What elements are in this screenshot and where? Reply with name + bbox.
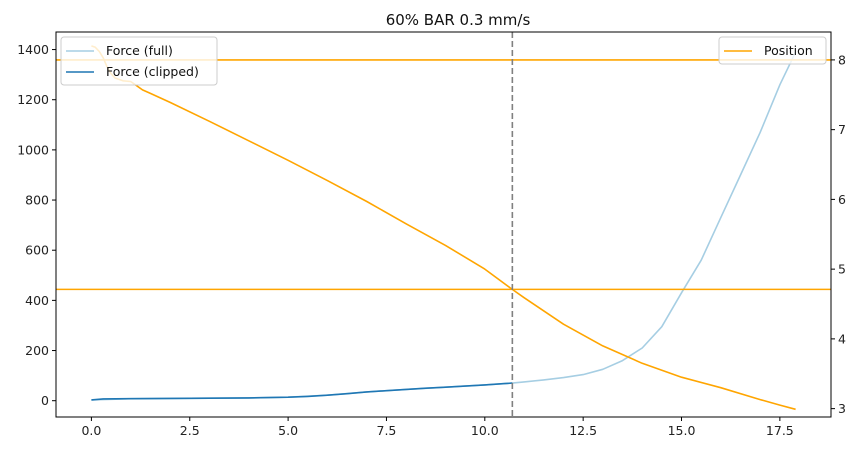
y-tick-label: 1000 (17, 142, 49, 157)
x-tick-label: 7.5 (377, 423, 397, 438)
x-tick-label: 2.5 (180, 423, 200, 438)
x-tick-label: 5.0 (278, 423, 298, 438)
legend-left: Force (full) Force (clipped) (60, 36, 218, 86)
y-tick-label: 800 (25, 193, 49, 208)
series-force-clipped-line (91, 382, 513, 401)
y-tick-label: 1400 (17, 42, 49, 57)
chart-title: 60% BAR 0.3 mm/s (386, 11, 531, 29)
y-tick-label: 0 (41, 393, 49, 408)
y-tick-label: 600 (25, 243, 49, 258)
axes: 0.0 2.5 5.0 7.5 10.0 12.5 15.0 17.5 0 200 400 600 80… (17, 42, 846, 438)
legend-position-label: Position (764, 43, 813, 58)
y2-tick-label: 5 (838, 262, 846, 277)
y2-tick-label: 3 (838, 401, 846, 416)
legend-right: Position (718, 36, 827, 65)
x-tick-label: 12.5 (569, 423, 597, 438)
axes-frame (55, 31, 832, 418)
legend-force-full-label: Force (full) (106, 43, 173, 58)
x-tick-label: 15.0 (668, 423, 696, 438)
legend-force-clipped-label: Force (clipped) (106, 64, 199, 79)
legend-left-box (60, 36, 218, 86)
y2-tick-label: 8 (838, 52, 846, 67)
y2-tick-label: 4 (838, 331, 846, 346)
x-tick-label: 17.5 (766, 423, 794, 438)
legend-right-box (718, 36, 827, 65)
x-tick-label: 10.0 (471, 423, 499, 438)
x-tick-label: 0.0 (81, 423, 101, 438)
y2-tick-label: 7 (838, 122, 846, 137)
y-tick-label: 1200 (17, 92, 49, 107)
y2-tick-label: 6 (838, 192, 846, 207)
y-tick-label: 400 (25, 293, 49, 308)
y-tick-label: 200 (25, 343, 49, 358)
